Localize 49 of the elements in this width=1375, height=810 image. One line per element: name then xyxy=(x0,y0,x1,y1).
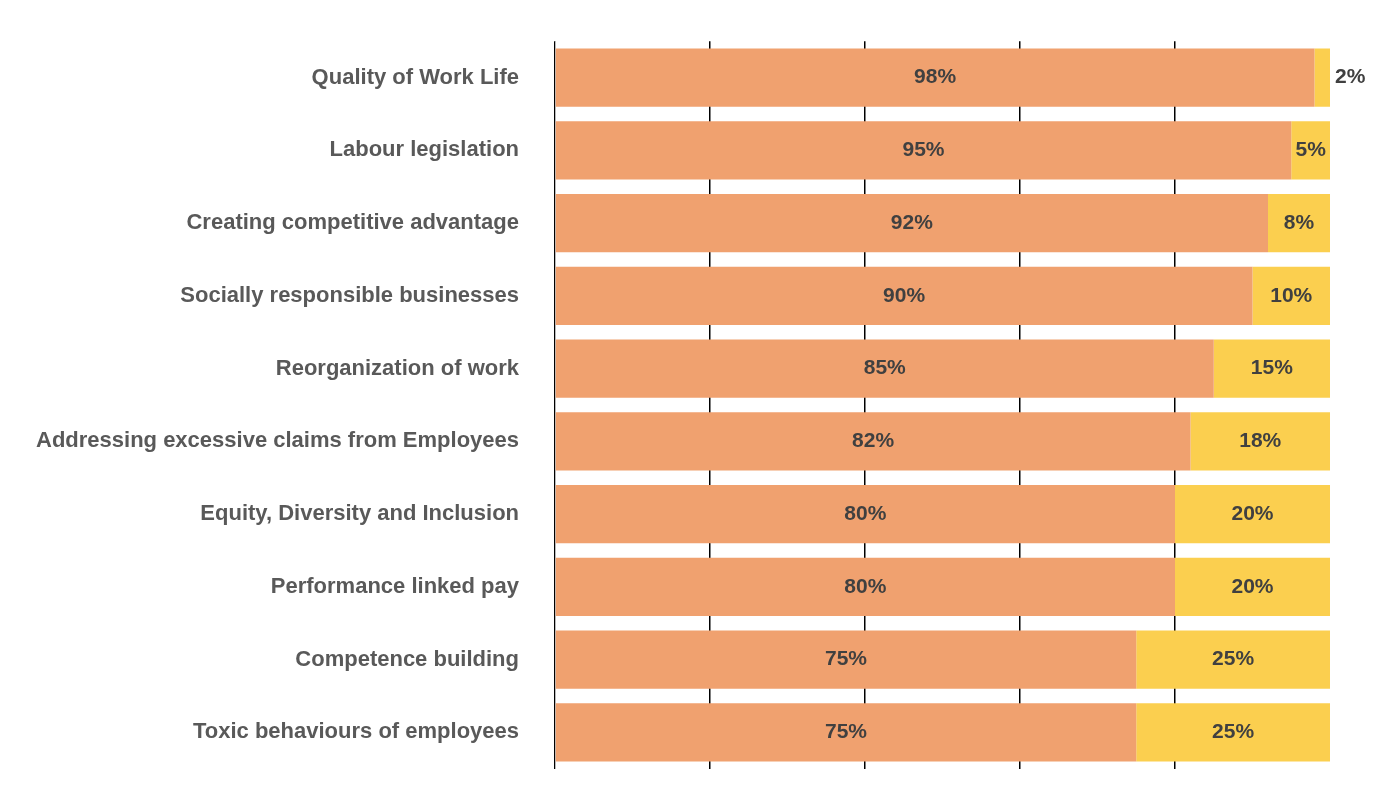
bar xyxy=(1190,412,1330,471)
bar xyxy=(555,557,1175,616)
data-label: 8% xyxy=(1283,209,1315,233)
bar xyxy=(555,48,1315,107)
data-label: 98% xyxy=(914,64,957,88)
y-tick-label: Equity, Diversity and Inclusion xyxy=(200,500,520,526)
data-label: 2% xyxy=(1335,64,1366,88)
data-label: 80% xyxy=(844,573,887,597)
y-tick-label: Creating competitive advantage xyxy=(186,209,520,235)
bar xyxy=(1136,703,1330,762)
bar xyxy=(1252,266,1330,325)
bar xyxy=(555,485,1175,544)
bar xyxy=(555,703,1137,762)
bar xyxy=(555,194,1268,253)
y-tick-label: Labour legislation xyxy=(329,136,520,162)
data-label: 92% xyxy=(890,209,934,233)
data-label: 20% xyxy=(1231,573,1274,597)
bar xyxy=(1314,48,1330,107)
bar xyxy=(555,630,1137,689)
data-label: 25% xyxy=(1212,646,1255,670)
y-tick-label: Competence building xyxy=(295,645,520,671)
bar xyxy=(555,266,1253,325)
bar xyxy=(1213,339,1330,398)
bar xyxy=(555,339,1214,398)
data-label: 85% xyxy=(863,355,907,379)
data-label: 90% xyxy=(883,282,926,306)
bar xyxy=(555,412,1191,471)
data-label: 20% xyxy=(1231,500,1274,524)
data-label: 82% xyxy=(852,428,895,452)
y-tick-label: Addressing excessive claims from Employees xyxy=(36,427,520,453)
y-tick-label: Performance linked pay xyxy=(270,572,520,598)
bar xyxy=(1175,557,1330,616)
data-label: 95% xyxy=(902,137,945,161)
bar xyxy=(1136,630,1330,689)
data-label: 75% xyxy=(824,719,868,743)
y-tick-label: Quality of Work Life xyxy=(311,63,520,89)
bar xyxy=(555,121,1292,180)
data-label: 25% xyxy=(1212,719,1255,743)
data-label: 75% xyxy=(824,646,868,670)
bar xyxy=(1175,485,1330,544)
bar xyxy=(1268,194,1330,253)
y-tick-label: Reorganization of work xyxy=(275,354,520,380)
data-label: 15% xyxy=(1250,355,1294,379)
y-tick-label: Toxic behaviours of employees xyxy=(192,718,520,744)
data-label: 18% xyxy=(1239,428,1282,452)
y-tick-label: Socially responsible businesses xyxy=(180,281,520,307)
data-label: 80% xyxy=(844,500,887,524)
data-label: 10% xyxy=(1270,282,1313,306)
data-label: 5% xyxy=(1295,137,1327,161)
